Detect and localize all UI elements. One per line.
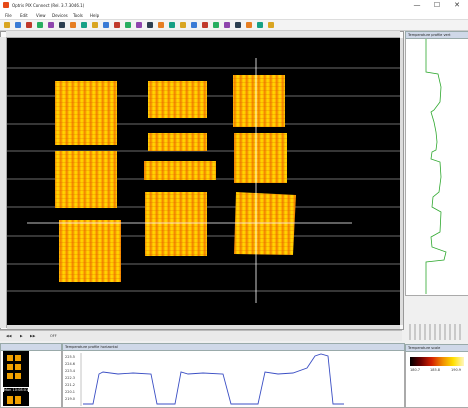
menu-devices[interactable]: Devices bbox=[52, 13, 68, 18]
heated-panels bbox=[55, 75, 296, 282]
thermal-image bbox=[7, 58, 400, 303]
record-icon[interactable] bbox=[48, 22, 54, 28]
play-button[interactable]: ▶ bbox=[20, 334, 23, 338]
layout-icon[interactable] bbox=[136, 22, 142, 28]
app-icon bbox=[3, 2, 9, 8]
rewind-button[interactable]: ◀◀ bbox=[6, 334, 12, 338]
vertical-profile-title: Temperature profile vert bbox=[405, 31, 468, 39]
horizontal-profile-panel: 225.5 224.6 223.4 222.3 221.2 220.1 219.0 bbox=[62, 343, 405, 408]
layout3-icon[interactable] bbox=[158, 22, 164, 28]
graph-y-label: 225.5 bbox=[65, 355, 75, 359]
zoom-in-icon[interactable] bbox=[81, 22, 87, 28]
chart-icon[interactable] bbox=[169, 22, 175, 28]
ruler-left bbox=[0, 37, 7, 328]
temperature-scale-panel: 180.7 185.8 190.9 bbox=[405, 344, 468, 408]
panel-10 bbox=[234, 192, 296, 255]
window2-icon[interactable] bbox=[246, 22, 252, 28]
grid-icon[interactable] bbox=[103, 22, 109, 28]
line-icon[interactable] bbox=[114, 22, 120, 28]
playback-bar: ◀◀ ▶ ▶▶ OFF bbox=[0, 330, 402, 341]
info-icon[interactable] bbox=[202, 22, 208, 28]
menu-edit[interactable]: Edit bbox=[20, 13, 28, 18]
vertical-scrollbar[interactable] bbox=[400, 38, 403, 325]
horizontal-profile-title: Temperature profile horizontal bbox=[62, 343, 405, 351]
graph-y-label: 220.1 bbox=[65, 390, 75, 394]
color-scale-bar[interactable] bbox=[410, 357, 464, 366]
scale-min: 180.7 bbox=[410, 368, 421, 372]
title-bar: Optris PIX Connect (Rel. 3.7.3046.1) — ☐… bbox=[0, 0, 468, 11]
profile-scale-ticks bbox=[407, 322, 465, 342]
zoom-out-icon[interactable] bbox=[92, 22, 98, 28]
scale-mid: 185.8 bbox=[430, 368, 441, 372]
graph-y-label: 222.3 bbox=[65, 376, 75, 380]
export-icon[interactable] bbox=[257, 22, 263, 28]
thumbnail-1-label: Mon 10:08:01 bbox=[4, 388, 29, 392]
flag-icon[interactable] bbox=[213, 22, 219, 28]
temperature-scale-title: Temperature scale bbox=[405, 344, 468, 352]
play-icon[interactable] bbox=[37, 22, 43, 28]
settings-icon[interactable] bbox=[191, 22, 197, 28]
palette-icon[interactable] bbox=[70, 22, 76, 28]
menu-tools[interactable]: Tools bbox=[73, 13, 83, 18]
chart2-icon[interactable] bbox=[180, 22, 186, 28]
camera-icon[interactable] bbox=[26, 22, 32, 28]
panel-1 bbox=[55, 81, 117, 145]
panel-7 bbox=[145, 192, 207, 256]
close-button[interactable]: ✕ bbox=[454, 1, 460, 9]
horizontal-scrollbar[interactable] bbox=[7, 325, 400, 329]
layout2-icon[interactable] bbox=[147, 22, 153, 28]
panel-3 bbox=[59, 220, 121, 282]
panel-2 bbox=[55, 151, 117, 208]
thumbnail-1[interactable] bbox=[3, 351, 29, 387]
help-icon[interactable] bbox=[268, 22, 274, 28]
panel-4 bbox=[148, 81, 207, 118]
flag2-icon[interactable] bbox=[224, 22, 230, 28]
graph-y-label: 219.0 bbox=[65, 397, 75, 401]
toolbar bbox=[0, 20, 468, 31]
snapshot-icon[interactable] bbox=[59, 22, 65, 28]
window-icon[interactable] bbox=[235, 22, 241, 28]
menu-file[interactable]: File bbox=[5, 13, 12, 18]
window-title: Optris PIX Connect (Rel. 3.7.3046.1) bbox=[12, 3, 85, 8]
graph-y-label: 221.2 bbox=[65, 383, 75, 387]
thermal-image-canvas[interactable] bbox=[7, 38, 400, 325]
panel-5 bbox=[148, 133, 207, 151]
ruler-top bbox=[6, 31, 400, 38]
horizontal-profile-chart: 225.5 224.6 223.4 222.3 221.2 220.1 219.0 bbox=[65, 353, 344, 406]
menu-bar: File Edit View Devices Tools Help bbox=[0, 11, 468, 20]
panel-6 bbox=[144, 161, 216, 180]
menu-help[interactable]: Help bbox=[90, 13, 100, 18]
maximize-button[interactable]: ☐ bbox=[433, 1, 441, 9]
panel-9 bbox=[234, 133, 287, 183]
scale-max: 190.9 bbox=[451, 368, 462, 372]
graph-y-label: 223.4 bbox=[65, 369, 76, 373]
forward-button[interactable]: ▶▶ bbox=[30, 334, 36, 338]
graph-y-label: 224.6 bbox=[65, 362, 75, 366]
thumbnails-title bbox=[0, 343, 62, 351]
thumbnail-2[interactable] bbox=[3, 392, 29, 406]
menu-view[interactable]: View bbox=[36, 13, 46, 18]
minimize-button[interactable]: — bbox=[413, 1, 421, 9]
vertical-profile-panel bbox=[405, 31, 468, 296]
off-toggle[interactable]: OFF bbox=[50, 334, 57, 338]
measure-icon[interactable] bbox=[125, 22, 131, 28]
save-icon[interactable] bbox=[15, 22, 21, 28]
open-icon[interactable] bbox=[4, 22, 10, 28]
panel-8 bbox=[233, 75, 285, 127]
vertical-profile-chart bbox=[425, 37, 447, 294]
